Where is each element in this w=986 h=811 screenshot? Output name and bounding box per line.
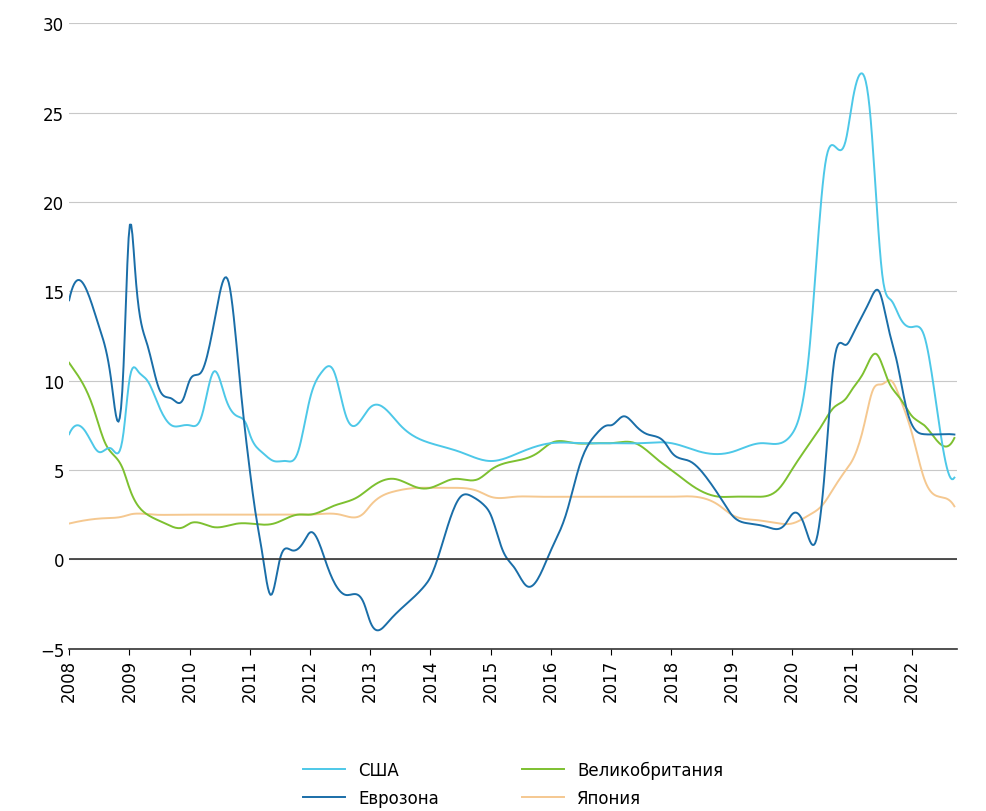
Япония: [948, 502, 959, 512]
США: [313, 372, 324, 382]
Великобритания: [645, 450, 657, 460]
Еврозона: [948, 430, 959, 440]
Великобритания: [314, 508, 325, 517]
Еврозона: [863, 297, 875, 307]
США: [948, 473, 959, 483]
Еврозона: [314, 540, 325, 550]
Legend: США, Еврозона, Великобритания, Япония: США, Еврозона, Великобритания, Япония: [296, 754, 730, 811]
Япония: [779, 520, 791, 530]
Япония: [63, 519, 75, 529]
США: [751, 439, 763, 448]
Великобритания: [862, 358, 874, 368]
Великобритания: [752, 492, 764, 502]
Япония: [751, 516, 763, 526]
Великобритания: [281, 513, 293, 523]
Великобритания: [868, 350, 880, 359]
Еврозона: [754, 521, 766, 530]
США: [63, 430, 75, 440]
Line: Япония: Япония: [69, 380, 953, 525]
Япония: [343, 513, 355, 522]
Япония: [313, 509, 324, 519]
Еврозона: [63, 296, 75, 306]
Line: Еврозона: Еврозона: [69, 225, 953, 631]
США: [855, 70, 867, 79]
США: [945, 474, 956, 484]
Япония: [644, 492, 656, 502]
Великобритания: [174, 524, 185, 534]
Еврозона: [372, 626, 384, 636]
Великобритания: [63, 358, 75, 368]
США: [862, 92, 874, 102]
Line: Великобритания: Великобритания: [69, 354, 953, 529]
Великобритания: [344, 496, 356, 506]
США: [644, 438, 656, 448]
Япония: [883, 375, 895, 385]
Япония: [279, 510, 291, 520]
Великобритания: [948, 434, 959, 444]
Еврозона: [647, 431, 659, 441]
Еврозона: [344, 590, 356, 600]
США: [279, 457, 291, 466]
США: [343, 418, 355, 428]
Еврозона: [281, 544, 293, 554]
Еврозона: [124, 221, 136, 230]
Line: США: США: [69, 75, 953, 479]
Япония: [862, 402, 874, 412]
